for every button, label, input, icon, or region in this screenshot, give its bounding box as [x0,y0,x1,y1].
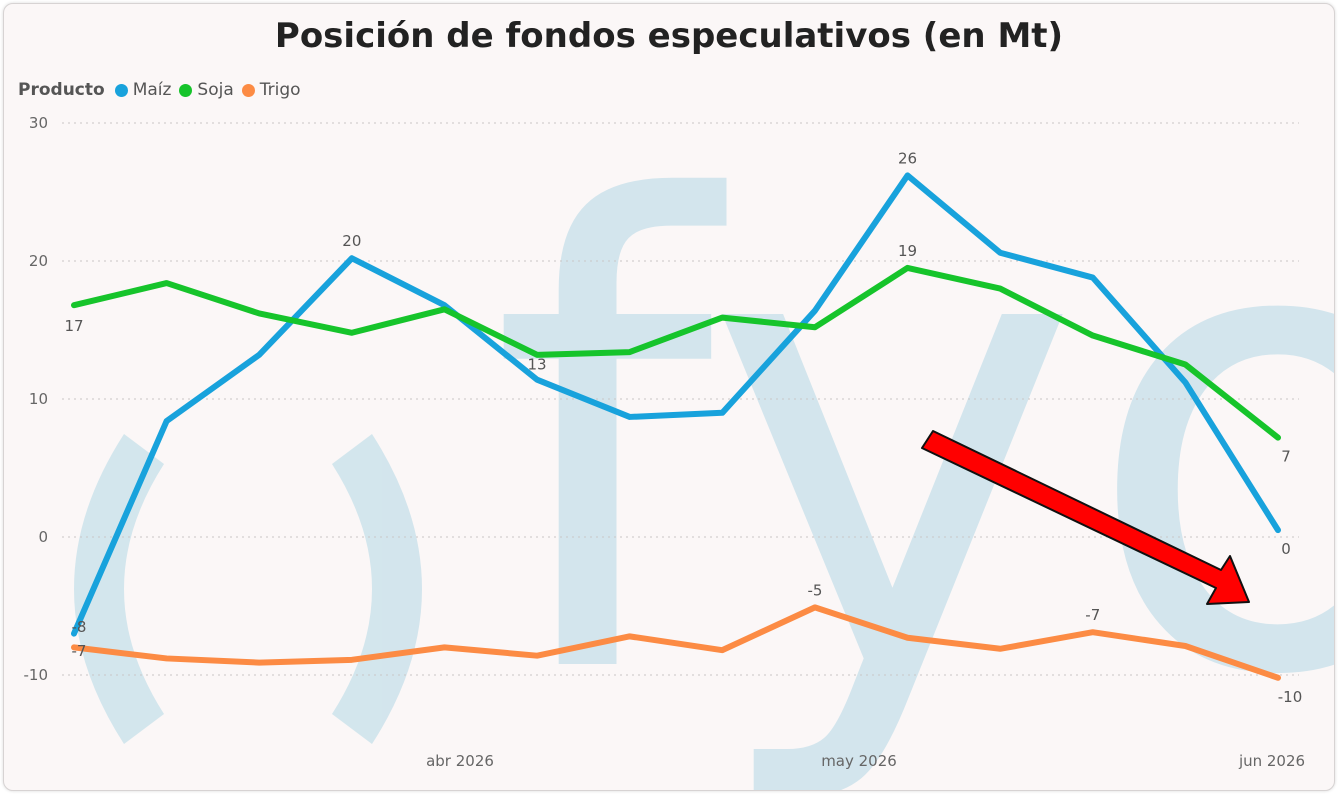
legend-label-maiz: Maíz [132,80,172,100]
series-line-maíz[interactable] [71,172,1281,637]
chart-title: Posición de fondos especulativos (en Mt) [274,16,1064,56]
legend-item-trigo[interactable]: Trigo [241,80,301,100]
data-label-trigo: -5 [807,581,822,599]
watermark-left-paren [74,434,164,744]
line-chart: fyo 30 20 10 0 -10 abr 2026 may 2026 jun 2026 -8 2… [24,70,1335,790]
data-label-maíz: -8 [72,618,87,636]
y-tick-label: 20 [29,252,48,270]
data-label-trigo: -7 [1085,606,1100,624]
y-tick-label: -10 [24,666,49,684]
data-label-trigo: -10 [1278,688,1303,706]
data-label-maíz: 20 [342,232,361,250]
series-line-trigo[interactable] [71,604,1281,681]
series-line-soja[interactable] [71,264,1281,441]
data-label-maíz: 13 [528,356,547,374]
data-label-trigo: -7 [72,642,87,660]
data-label-soja: 19 [898,242,917,260]
legend-item-soja[interactable]: Soja [179,80,234,100]
legend-label-soja: Soja [197,80,234,100]
x-tick-label: jun 2026 [1238,752,1305,770]
data-label-soja: 7 [1281,448,1291,466]
legend-marker-soja [179,83,193,97]
data-label-maíz: 0 [1281,540,1291,558]
x-tick-label: abr 2026 [426,752,494,770]
watermark-text: fyo [489,70,1334,790]
data-label-soja: 17 [64,317,83,335]
legend-title: Producto [18,80,105,100]
trend-arrow-annotation [921,430,1250,605]
y-tick-label: 10 [29,390,48,408]
data-label-maíz: 26 [898,149,917,167]
y-tick-label: 0 [38,528,48,546]
y-tick-label: 30 [29,114,48,132]
watermark-right-paren [332,434,422,744]
chart-card: Posición de fondos especulativos (en Mt)… [3,3,1335,791]
x-tick-label: may 2026 [821,752,897,770]
legend: Producto Maíz Soja Trigo [18,80,309,100]
legend-label-trigo: Trigo [259,80,301,100]
legend-marker-maiz [114,83,128,97]
legend-marker-trigo [241,83,255,97]
watermark-logo: fyo [74,70,1334,790]
legend-item-maiz[interactable]: Maíz [114,80,172,100]
